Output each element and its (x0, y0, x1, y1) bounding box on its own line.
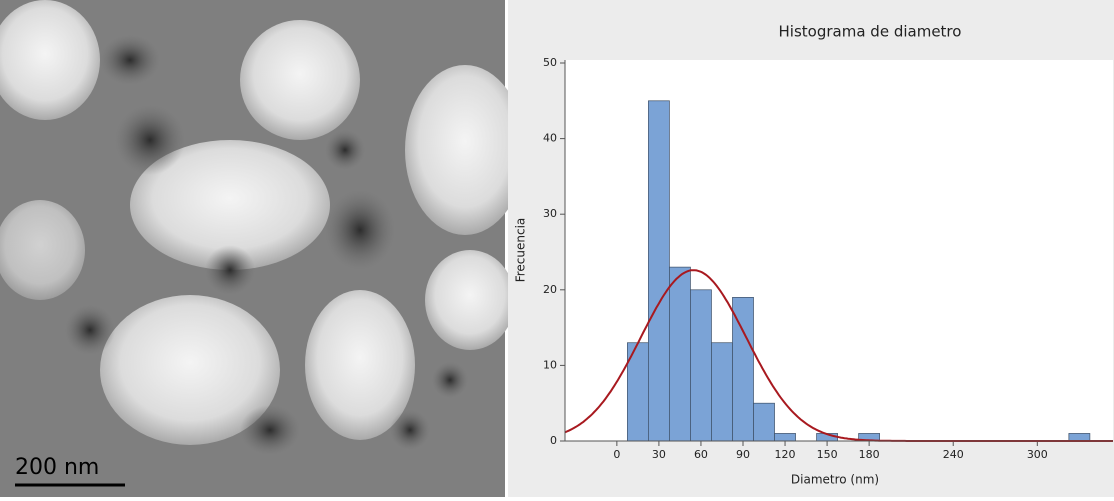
bar (648, 100, 670, 442)
bar (753, 402, 775, 442)
x-tick-label: 240 (943, 448, 964, 461)
x-tick-label: 60 (694, 448, 708, 461)
y-tick-label: 50 (543, 56, 557, 69)
x-tick-label: 90 (736, 448, 750, 461)
y-axis-label: Frecuencia (514, 218, 528, 283)
x-tick-label: 120 (775, 448, 796, 461)
bar (690, 289, 712, 442)
x-tick-label: 150 (817, 448, 838, 461)
y-tick-label: 30 (543, 207, 557, 220)
bar (669, 266, 691, 442)
chart-title: Histograma de diametro (779, 23, 962, 41)
x-tick-label: 0 (613, 448, 620, 461)
y-tick-label: 40 (543, 132, 557, 145)
micrograph: 200 nm (0, 0, 525, 497)
x-axis-label: Diametro (nm) (791, 473, 879, 487)
bar (1068, 433, 1091, 442)
scale-bar-label: 200 nm (15, 455, 99, 480)
y-tick-label: 10 (543, 358, 557, 371)
x-tick-label: 300 (1027, 448, 1048, 461)
bar (711, 342, 733, 442)
y-tick-label: 20 (543, 283, 557, 296)
y-tick-label: 0 (550, 434, 557, 447)
bar (774, 433, 796, 442)
x-tick-label: 180 (859, 448, 880, 461)
x-tick-label: 30 (652, 448, 666, 461)
